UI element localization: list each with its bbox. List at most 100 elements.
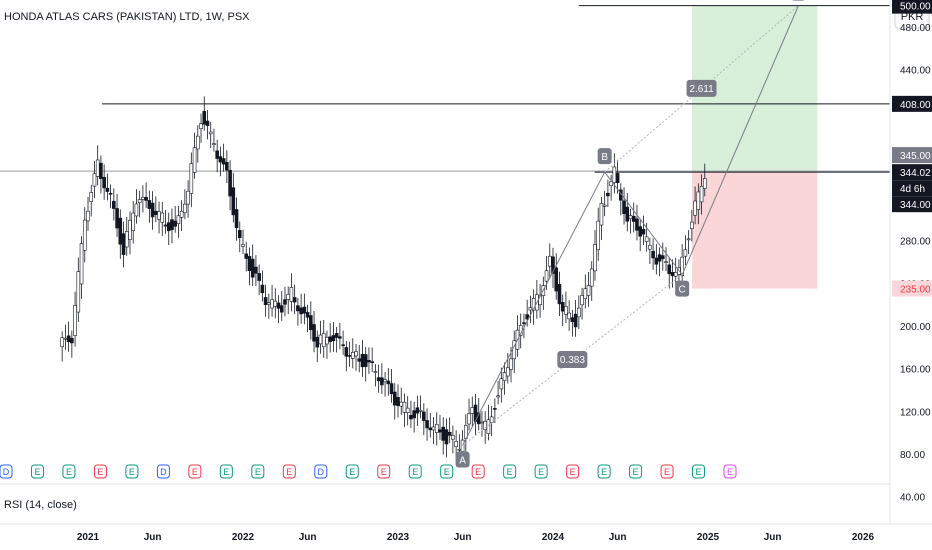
point-c-label: C	[679, 285, 686, 296]
candle-body	[325, 336, 329, 345]
candle-body	[370, 361, 374, 363]
earnings-marker: E	[381, 467, 387, 477]
candle-body	[422, 411, 426, 421]
candle-body	[60, 337, 64, 348]
earnings-marker-bg[interactable]	[377, 464, 391, 479]
earnings-marker: E	[507, 467, 513, 477]
candle-body	[270, 299, 274, 309]
candle-body	[260, 284, 265, 294]
earnings-marker-bg[interactable]	[188, 464, 202, 479]
earnings-marker-bg[interactable]	[93, 464, 107, 479]
candle-body	[199, 123, 203, 129]
candles	[60, 96, 707, 466]
candle-body	[496, 395, 500, 398]
earnings-marker-bg[interactable]	[251, 464, 265, 479]
fib-ratio-bd: 2.611	[689, 84, 714, 95]
candle-body	[586, 285, 591, 296]
candle-body	[690, 221, 694, 229]
earnings-marker-bg[interactable]	[723, 464, 737, 479]
candle-body	[299, 307, 303, 315]
candle-body	[599, 203, 604, 226]
candle-body	[628, 215, 633, 220]
leg-cd[interactable]	[681, 5, 799, 275]
earnings-marker-bg[interactable]	[0, 464, 13, 479]
candle-body	[63, 337, 68, 340]
candle-body	[389, 383, 394, 395]
candle-body	[696, 191, 701, 210]
candle-body	[412, 410, 416, 419]
earnings-marker-bg[interactable]	[282, 464, 296, 479]
candle-body	[186, 190, 190, 205]
time-axis[interactable]: 2021 Jun 2022 Jun 2023 Jun 2024 Jun 2025 Jun 2026	[77, 532, 875, 543]
candle-body	[215, 150, 219, 159]
candle-body	[606, 192, 610, 197]
earnings-marker-bg[interactable]	[219, 464, 233, 479]
candle-body	[641, 228, 646, 235]
leg-bc[interactable]	[604, 171, 683, 275]
candle-body	[338, 336, 342, 339]
candle-body	[635, 218, 639, 231]
candle-body	[454, 440, 458, 448]
candle-body	[173, 220, 177, 227]
candle-body	[502, 372, 507, 381]
earnings-marker-bg[interactable]	[471, 464, 485, 479]
fib-bd[interactable]	[604, 5, 799, 173]
earnings-marker-bg[interactable]	[30, 464, 44, 479]
candle-body	[189, 163, 194, 194]
candle-body	[596, 220, 601, 251]
earnings-marker: E	[601, 467, 607, 477]
candle-body	[154, 210, 158, 215]
earnings-marker-bg[interactable]	[534, 464, 548, 479]
candle-body	[108, 192, 113, 195]
earnings-marker-bg[interactable]	[660, 464, 674, 479]
candle-body	[409, 415, 413, 420]
candle-body	[683, 249, 688, 257]
candle-body	[638, 226, 642, 237]
earnings-marker-bg[interactable]	[345, 464, 359, 479]
earnings-marker: E	[444, 467, 450, 477]
leg-ab[interactable]	[462, 171, 606, 446]
earnings-marker-bg[interactable]	[503, 464, 517, 479]
candle-body	[244, 253, 249, 259]
price-tick: 440.00	[900, 66, 931, 77]
earnings-marker-bg[interactable]	[629, 464, 643, 479]
candle-body	[480, 421, 484, 424]
earnings-marker-bg[interactable]	[125, 464, 139, 479]
candle-body	[573, 313, 578, 328]
candle-body	[179, 210, 184, 218]
price-axis[interactable]: 40.0080.00120.00160.00200.00240.00280.00…	[900, 23, 931, 504]
candle-body	[86, 210, 90, 222]
candle-body	[131, 212, 136, 231]
badge-408-bg	[892, 95, 932, 112]
candle-body	[183, 203, 187, 214]
candle-body	[577, 307, 581, 318]
earnings-marker-bg[interactable]	[62, 464, 76, 479]
earnings-marker-bg[interactable]	[597, 464, 611, 479]
candle-body	[302, 306, 307, 314]
earnings-marker: E	[97, 467, 103, 477]
candle-body	[70, 337, 74, 344]
candle-body	[312, 324, 316, 342]
candle-body	[228, 169, 232, 197]
earnings-marker-bg[interactable]	[314, 464, 328, 479]
candle-body	[344, 347, 349, 357]
candle-body	[570, 317, 575, 323]
candle-body	[528, 307, 533, 311]
earnings-marker-bg[interactable]	[156, 464, 170, 479]
horizontal-levels	[0, 5, 890, 173]
earnings-marker: E	[475, 467, 481, 477]
candle-body	[221, 158, 226, 165]
candle-body	[625, 206, 630, 222]
earnings-marker-bg[interactable]	[692, 464, 706, 479]
loss-zone[interactable]	[692, 172, 818, 289]
price-tick: 480.00	[900, 23, 931, 34]
price-tick: 40.00	[900, 493, 925, 504]
earnings-marker-bg[interactable]	[408, 464, 422, 479]
earnings-marker-bg[interactable]	[440, 464, 454, 479]
earnings-marker-bg[interactable]	[566, 464, 580, 479]
time-tick: 2022	[232, 532, 255, 543]
badge-countdown: 4d 6h	[900, 184, 925, 195]
candle-body	[399, 401, 404, 407]
